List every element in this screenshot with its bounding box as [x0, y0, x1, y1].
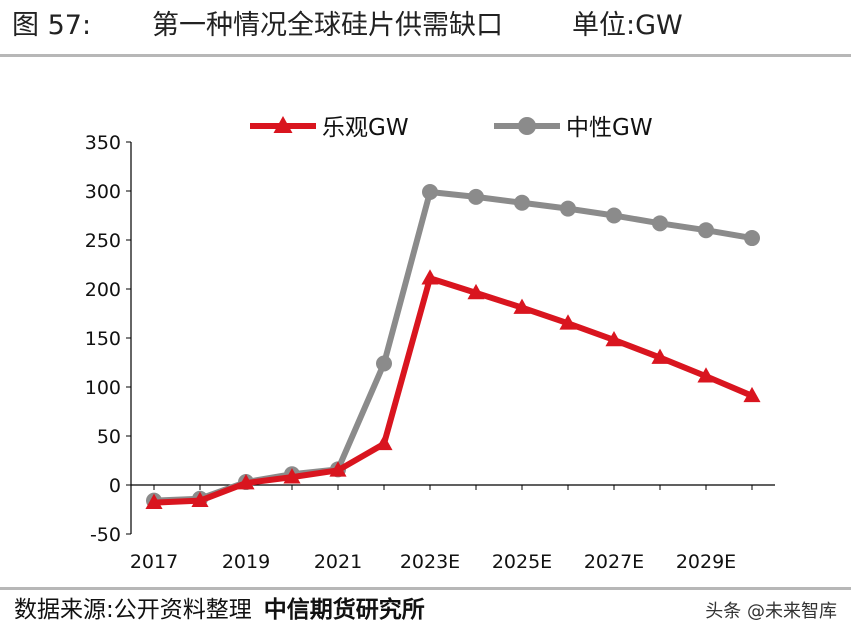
watermark: 头条 @未来智库: [705, 601, 837, 622]
x-tick-label: 2021: [314, 551, 362, 573]
data-point-neutral: [376, 355, 392, 372]
data-point-neutral: [744, 230, 760, 247]
data-point-optimistic: [329, 461, 347, 477]
data-point-optimistic: [421, 269, 439, 285]
x-tick-label: 2027E: [584, 551, 644, 573]
x-tick-label: 2029E: [676, 551, 736, 573]
figure-number: 图 57:: [12, 10, 92, 41]
y-tick-label: 150: [85, 328, 121, 350]
series-line-neutral: [153, 188, 753, 504]
legend-label: 中性GW: [566, 115, 653, 141]
data-point-neutral: [652, 215, 668, 232]
y-tick-label: 100: [85, 377, 121, 399]
chart-title: 第一种情况全球硅片供需缺口: [152, 10, 503, 41]
series-line-optimistic: [153, 275, 754, 506]
legend-label: 乐观GW: [322, 115, 409, 141]
y-tick-label: 200: [85, 279, 121, 301]
figure-header: 图 57: 第一种情况全球硅片供需缺口 单位:GW: [0, 0, 851, 52]
data-point-neutral: [698, 222, 714, 239]
legend-marker: [518, 117, 536, 135]
data-point-neutral: [468, 188, 484, 205]
y-tick-label: 0: [109, 475, 121, 497]
data-point-optimistic: [145, 493, 163, 509]
line-chart: -50 0 50 100 150 200 250 300 350 2017 2019 2021 2023…: [85, 115, 775, 573]
data-point-optimistic: [467, 283, 485, 300]
data-point-optimistic: [559, 314, 577, 330]
header-divider: [0, 54, 851, 57]
x-tick-label: 2023E: [400, 551, 460, 573]
y-tick-label: 350: [85, 132, 121, 154]
data-point-optimistic: [513, 298, 531, 314]
data-point-neutral: [514, 194, 530, 211]
y-tick-label: -50: [90, 524, 121, 546]
data-point-neutral: [422, 183, 438, 200]
organization-name: 中信期货研究所: [263, 597, 425, 623]
data-point-optimistic: [237, 474, 255, 490]
data-point-optimistic: [651, 348, 669, 364]
data-point-optimistic: [605, 330, 623, 347]
x-tick-label: 2025E: [492, 551, 552, 573]
data-point-optimistic: [375, 434, 393, 451]
data-point-optimistic: [697, 367, 715, 383]
x-tick-label: 2019: [222, 551, 270, 573]
y-tick-label: 300: [85, 181, 121, 203]
data-point-optimistic: [191, 491, 209, 507]
figure-footer: 数据来源:公开资料整理 中信期货研究所: [14, 594, 425, 626]
data-point-neutral: [560, 200, 576, 217]
data-point-neutral: [606, 207, 622, 224]
data-point-optimistic: [743, 386, 761, 403]
chart-unit: 单位:GW: [572, 10, 683, 41]
x-tick-label: 2017: [130, 551, 178, 573]
legend-marker: [273, 116, 293, 133]
y-tick-label: 250: [85, 230, 121, 252]
footer-divider: [0, 587, 851, 590]
data-point-optimistic: [283, 468, 301, 484]
y-tick-label: 50: [97, 426, 121, 448]
data-source: 数据来源:公开资料整理: [14, 597, 252, 623]
